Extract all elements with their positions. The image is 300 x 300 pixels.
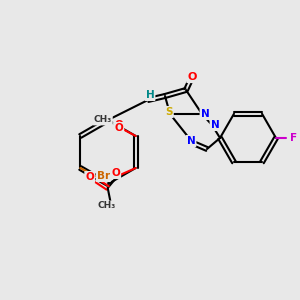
Text: CH₃: CH₃ (98, 202, 116, 211)
Text: F: F (290, 133, 298, 143)
Text: H: H (146, 90, 154, 100)
Text: N: N (211, 120, 219, 130)
Text: O: O (187, 72, 197, 82)
Text: N: N (187, 136, 195, 146)
Text: O: O (111, 168, 120, 178)
Text: O: O (114, 120, 123, 130)
Text: CH₃: CH₃ (94, 116, 112, 124)
Text: Br: Br (97, 171, 110, 181)
Text: S: S (165, 107, 173, 117)
Text: O: O (85, 172, 94, 182)
Text: O: O (114, 123, 123, 133)
Text: N: N (201, 109, 209, 119)
